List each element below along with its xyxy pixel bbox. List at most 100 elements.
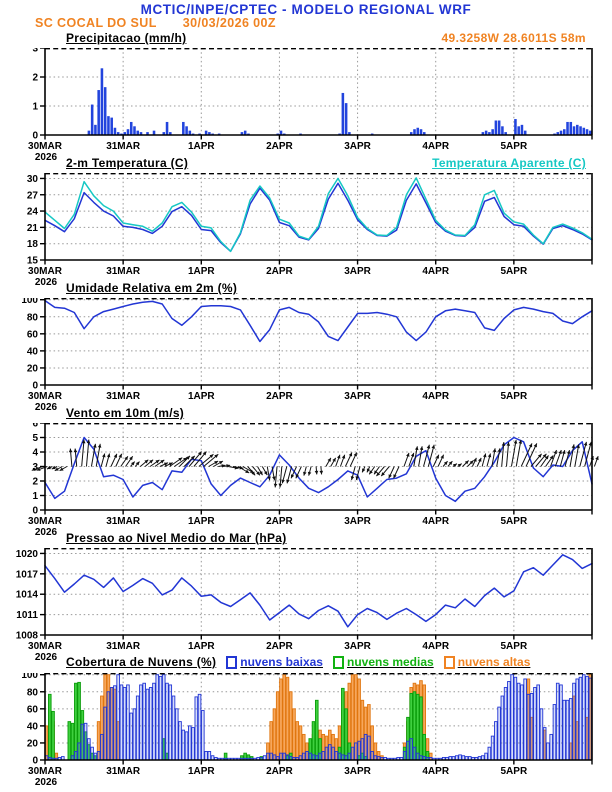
svg-text:5APR: 5APR	[501, 516, 528, 527]
svg-text:1APR: 1APR	[188, 141, 215, 152]
svg-text:5APR: 5APR	[501, 766, 528, 777]
svg-text:2026: 2026	[35, 152, 58, 163]
wind-chart-title: Vento em 10m (m/s)	[66, 406, 185, 420]
svg-text:5APR: 5APR	[501, 391, 528, 402]
svg-text:31MAR: 31MAR	[106, 516, 141, 527]
svg-text:2026: 2026	[35, 277, 58, 288]
svg-text:21: 21	[27, 223, 39, 234]
svg-text:2026: 2026	[35, 527, 58, 538]
svg-text:0: 0	[32, 131, 38, 142]
svg-text:1: 1	[32, 102, 38, 113]
axis-labels: 0 1 2 3 4 5 6 30MAR 31MAR 1APR 2APR 3APR 4APR 5APR 202…	[28, 423, 593, 538]
plot-frame	[44, 48, 593, 136]
svg-text:3: 3	[32, 462, 38, 473]
svg-text:2: 2	[32, 73, 38, 84]
svg-text:4APR: 4APR	[422, 141, 449, 152]
svg-text:2APR: 2APR	[266, 516, 293, 527]
svg-text:40: 40	[27, 721, 39, 732]
svg-text:3APR: 3APR	[344, 641, 371, 652]
svg-text:1011: 1011	[16, 610, 38, 621]
series-3	[44, 436, 593, 503]
svg-text:31MAR: 31MAR	[106, 266, 141, 277]
svg-text:24: 24	[27, 207, 39, 218]
plot-frame	[44, 298, 593, 386]
temp-chart-title: 2-m Temperatura (C)	[66, 156, 189, 170]
svg-text:20: 20	[27, 363, 39, 374]
svg-text:30MAR: 30MAR	[28, 516, 63, 527]
station-coords: 49.3258W 28.6011S 58m	[441, 31, 586, 45]
plot-frame	[44, 673, 593, 761]
legend-high-clouds: nuvens altas	[443, 655, 530, 669]
svg-text:1APR: 1APR	[188, 641, 215, 652]
legend-low-clouds-label: nuvens baixas	[240, 655, 323, 669]
series-5	[44, 674, 593, 761]
svg-text:80: 80	[27, 687, 39, 698]
svg-text:1: 1	[32, 491, 38, 502]
cloud-chart-title: Cobertura de Nuvens (%)	[66, 655, 217, 669]
axis-labels: 0 1 2 3 30MAR 31MAR 1APR 2APR 3APR 4APR 5APR 2026	[28, 48, 593, 163]
axis-labels: 15 18 21 24 27 30 30MAR 31MAR 1APR 2APR 3APR 4APR 5A…	[27, 174, 593, 288]
chart-canvas-4: 1008 1011 1014 1017 1020 30MAR 31MAR 1APR 2APR 3A…	[16, 548, 593, 663]
gridlines	[45, 548, 592, 635]
svg-text:40: 40	[27, 346, 39, 357]
svg-text:5APR: 5APR	[501, 141, 528, 152]
axis-labels: 1008 1011 1014 1017 1020 30MAR 31MAR 1APR 2APR 3A…	[16, 549, 593, 663]
svg-text:1014: 1014	[16, 590, 39, 601]
svg-text:100: 100	[21, 298, 38, 306]
axis-labels: 0 20 40 60 80 100 30MAR 31MAR 1APR 2APR 3APR 4APR 5A…	[21, 298, 593, 413]
legend-mid-clouds-label: nuvens medias	[346, 655, 434, 669]
mid-clouds-swatch-icon	[332, 655, 344, 669]
pressure-chart-title: Pressao ao Nivel Medio do Mar (hPa)	[66, 531, 287, 545]
svg-text:2APR: 2APR	[266, 266, 293, 277]
svg-text:3APR: 3APR	[344, 266, 371, 277]
svg-text:2APR: 2APR	[266, 141, 293, 152]
svg-text:1020: 1020	[16, 549, 39, 560]
page-title: MCTIC/INPE/CPTEC - MODELO REGIONAL WRF	[140, 2, 472, 17]
series-2	[44, 299, 593, 343]
chart-canvas-3: 0 1 2 3 4 5 6 30MAR 31MAR 1APR 2APR 3APR 4APR 5APR 202…	[28, 423, 599, 538]
svg-text:31MAR: 31MAR	[106, 766, 141, 777]
svg-text:3APR: 3APR	[344, 516, 371, 527]
svg-text:2026: 2026	[35, 402, 58, 413]
svg-text:0: 0	[32, 381, 38, 392]
svg-text:2APR: 2APR	[266, 391, 293, 402]
svg-text:2APR: 2APR	[266, 766, 293, 777]
svg-text:60: 60	[27, 329, 39, 340]
svg-text:30MAR: 30MAR	[28, 266, 63, 277]
svg-text:4APR: 4APR	[422, 266, 449, 277]
svg-text:2: 2	[32, 477, 38, 488]
svg-text:1APR: 1APR	[188, 516, 215, 527]
svg-text:2026: 2026	[35, 652, 58, 663]
plot-frame	[44, 548, 593, 636]
svg-text:1017: 1017	[16, 569, 39, 580]
svg-text:1008: 1008	[16, 631, 39, 642]
svg-text:6: 6	[32, 423, 38, 430]
wind-direction-arrows	[31, 439, 599, 488]
svg-text:60: 60	[27, 704, 39, 715]
series-0	[87, 68, 592, 135]
station-line: SC COCAL DO SUL 30/03/2026 00Z	[35, 16, 276, 30]
chart-canvas-5: 0 20 40 60 80 100 30MAR 31MAR 1APR 2APR 3APR 4APR 5A…	[21, 673, 593, 788]
svg-text:30MAR: 30MAR	[28, 641, 63, 652]
svg-text:18: 18	[27, 239, 39, 250]
svg-text:31MAR: 31MAR	[106, 391, 141, 402]
gridlines	[45, 423, 592, 510]
low-clouds-swatch-icon	[226, 655, 238, 669]
svg-text:100: 100	[21, 673, 38, 681]
svg-text:0: 0	[32, 756, 38, 767]
gridlines	[45, 48, 592, 135]
gridlines	[45, 173, 592, 260]
svg-text:3APR: 3APR	[344, 141, 371, 152]
precip-chart-title: Precipitacao (mm/h)	[66, 31, 187, 45]
gridlines	[45, 298, 592, 385]
svg-text:1APR: 1APR	[188, 266, 215, 277]
svg-text:30: 30	[27, 174, 39, 185]
svg-text:30MAR: 30MAR	[28, 141, 63, 152]
svg-text:0: 0	[32, 506, 38, 517]
plot-frame	[44, 173, 593, 261]
axis-labels: 0 20 40 60 80 100 30MAR 31MAR 1APR 2APR 3APR 4APR 5A…	[21, 673, 593, 788]
svg-text:2APR: 2APR	[266, 641, 293, 652]
svg-text:5APR: 5APR	[501, 266, 528, 277]
cloud-title-legend-row: Cobertura de Nuvens (%) nuvens baixas nu…	[66, 655, 530, 669]
